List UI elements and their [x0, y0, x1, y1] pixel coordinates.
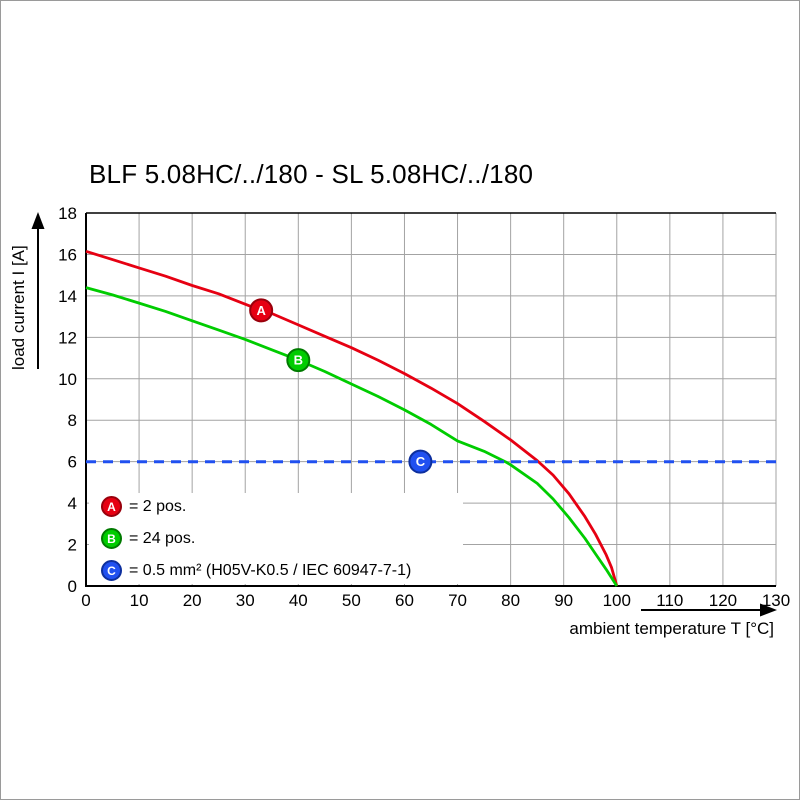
- x-tick-label: 80: [501, 591, 520, 610]
- y-tick-label: 14: [58, 287, 77, 306]
- marker-C: [408, 449, 433, 474]
- y-tick-label: 16: [58, 245, 77, 264]
- chart-title: BLF 5.08HC/../180 - SL 5.08HC/../180: [89, 159, 534, 189]
- marker-A: [249, 298, 274, 323]
- y-tick-label: 2: [68, 536, 77, 555]
- x-tick-label: 90: [554, 591, 573, 610]
- marker-letter-A: A: [256, 303, 266, 318]
- x-tick-label: 20: [183, 591, 202, 610]
- x-tick-label: 30: [236, 591, 255, 610]
- axes: [85, 212, 776, 587]
- y-tick-label: 12: [58, 328, 77, 347]
- x-axis-label: ambient temperature T [°C]: [569, 619, 774, 638]
- y-axis-arrowhead: [31, 212, 45, 229]
- x-axis-arrowhead: [760, 603, 777, 617]
- curve-B: [85, 286, 618, 587]
- legend-label-c: = 0.5 mm² (H05V-K0.5 / IEC 60947-7-1): [129, 561, 412, 579]
- curve-A: [85, 249, 619, 587]
- series-b-marker-icon: B: [101, 528, 122, 549]
- x-tick-label: 0: [81, 591, 90, 610]
- marker-B: [286, 348, 311, 373]
- marker-letter-B: B: [294, 353, 303, 368]
- series-a-marker-icon: A: [101, 496, 122, 517]
- y-tick-label: 18: [58, 204, 77, 223]
- x-tick-label: 10: [130, 591, 149, 610]
- tick-labels: 0 10 20 30 40 50 60 70 80 90 100 110 120 130 0 2 4 6 8 10 12…: [58, 204, 790, 610]
- x-tick-label: 120: [709, 591, 737, 610]
- x-tick-label: 70: [448, 591, 467, 610]
- axis-arrows: [31, 212, 777, 617]
- curve-markers: A B C: [249, 298, 433, 474]
- y-tick-label: 6: [68, 453, 77, 472]
- y-tick-label: 10: [58, 370, 77, 389]
- x-tick-label: 110: [656, 591, 683, 610]
- series-c-marker-icon: C: [101, 560, 122, 581]
- legend: A = 2 pos. B = 24 pos. C = 0.5 mm² (H05V…: [89, 493, 463, 584]
- y-tick-label: 4: [68, 494, 77, 513]
- legend-item-c: C = 0.5 mm² (H05V-K0.5 / IEC 60947-7-1): [89, 560, 463, 581]
- x-tick-label: 60: [395, 591, 414, 610]
- x-tick-label: 130: [762, 591, 790, 610]
- x-tick-label: 100: [603, 591, 631, 610]
- legend-label-b: = 24 pos.: [129, 529, 196, 547]
- y-tick-label: 0: [68, 577, 77, 596]
- x-tick-label: 40: [289, 591, 308, 610]
- x-tick-label: 50: [342, 591, 361, 610]
- legend-label-a: = 2 pos.: [129, 497, 187, 515]
- legend-item-b: B = 24 pos.: [89, 528, 463, 549]
- marker-letter-C: C: [416, 454, 426, 469]
- y-tick-label: 8: [68, 411, 77, 430]
- legend-item-a: A = 2 pos.: [89, 496, 463, 517]
